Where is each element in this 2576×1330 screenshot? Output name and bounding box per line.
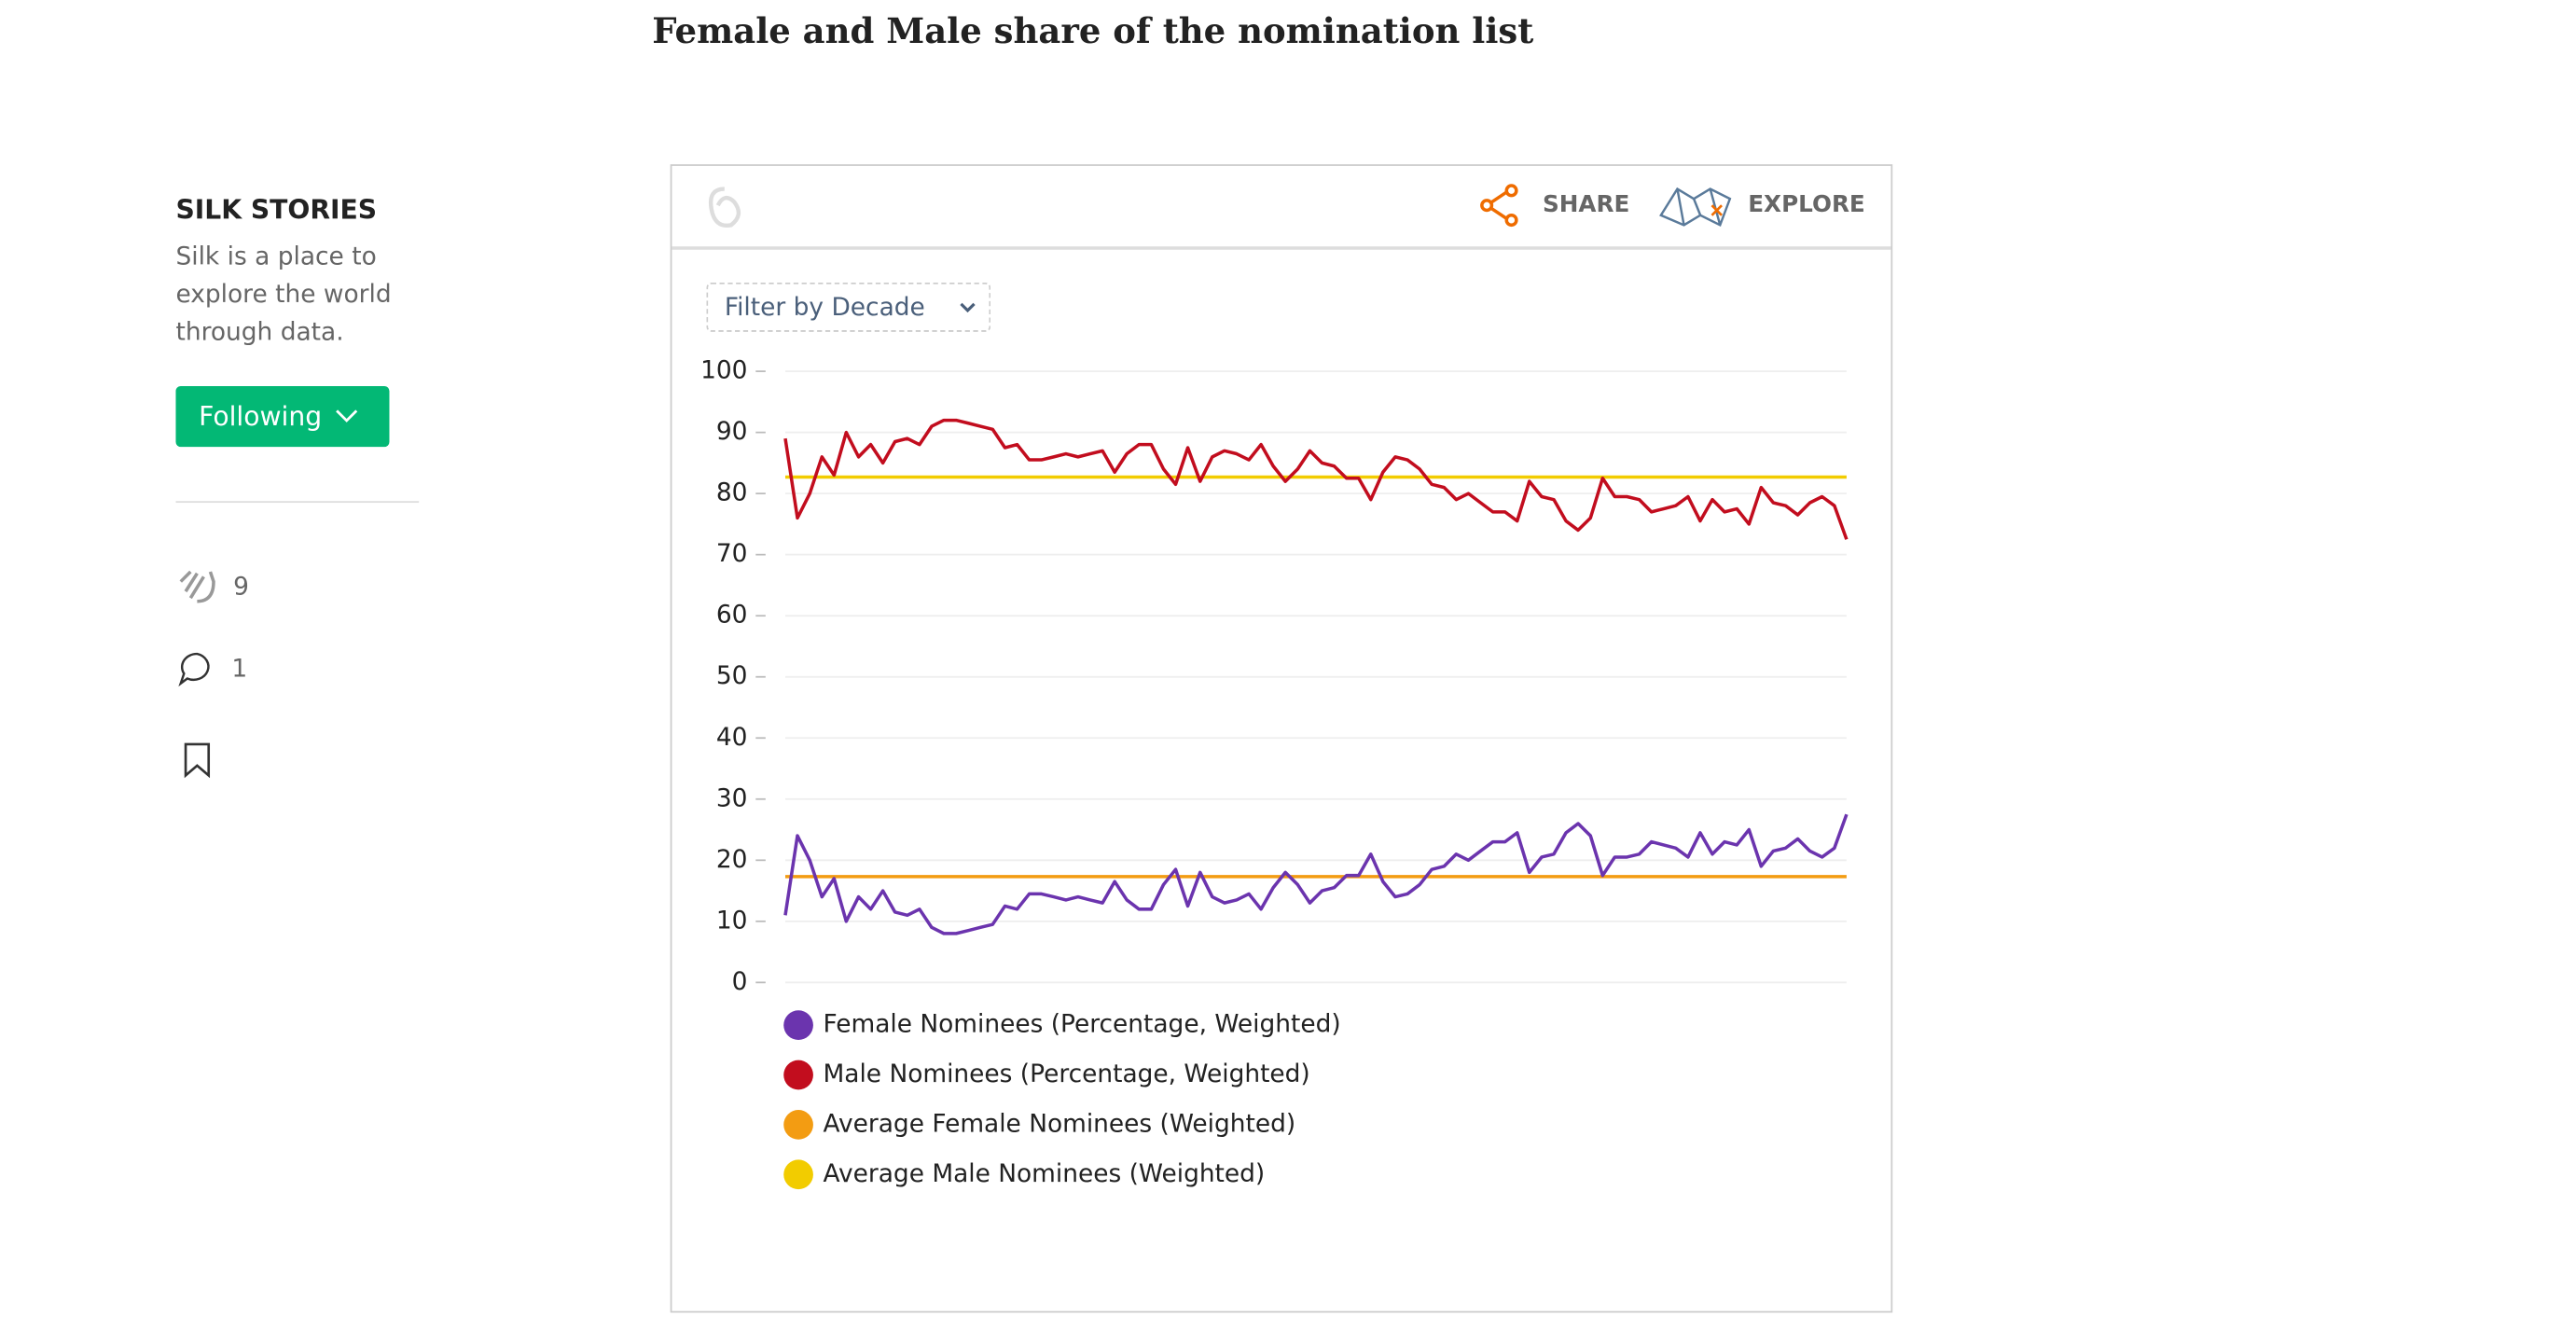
legend-swatch — [783, 1060, 813, 1090]
chevron — [336, 409, 358, 423]
share-icon[interactable] — [1477, 183, 1523, 229]
chevron — [960, 302, 976, 313]
legend-label: Average Female Nominees (Weighted) — [824, 1109, 1296, 1138]
silk-logo — [708, 187, 741, 229]
y-tick-label: 80 — [716, 478, 748, 507]
widget-header: SHARE EXPLORE — [672, 166, 1891, 250]
y-tick-label: 90 — [716, 417, 748, 446]
y-tick-label: 20 — [716, 845, 748, 874]
description-line: Silk is a place to — [175, 241, 377, 271]
description-line: explore the world — [175, 279, 392, 310]
bookmark-icon[interactable] — [183, 741, 215, 780]
y-tick-label: 0 — [732, 967, 748, 996]
clap-icon[interactable] — [174, 559, 224, 608]
legend-swatch — [783, 1010, 813, 1041]
legend-label: Average Male Nominees (Weighted) — [824, 1159, 1266, 1188]
clap-count: 9 — [233, 571, 249, 602]
series-line — [783, 418, 1849, 540]
publication-name[interactable]: SILK STORIES — [175, 193, 378, 226]
legend-swatch — [783, 1159, 813, 1190]
chart-widget: SHARE EXPLORE Filter by Decade — [670, 164, 1893, 1313]
y-tick-label: 60 — [716, 601, 748, 630]
description-line: through data. — [175, 316, 344, 347]
y-tick-label: 70 — [716, 539, 748, 568]
filter-label: Filter by Decade — [724, 292, 925, 323]
legend-swatch — [783, 1110, 813, 1140]
following-button[interactable]: Following — [175, 385, 390, 448]
explore-link[interactable]: EXPLORE — [1748, 192, 1865, 219]
y-tick-label: 50 — [716, 661, 748, 690]
explore-icon[interactable] — [1657, 183, 1733, 229]
series-line — [783, 813, 1849, 935]
y-tick-label: 30 — [716, 783, 748, 812]
publication-description: Silk is a place to explore the world thr… — [175, 238, 391, 352]
divider — [175, 501, 420, 504]
response-icon[interactable] — [177, 651, 220, 690]
y-tick-label: 100 — [700, 356, 747, 385]
button-label: Following — [199, 400, 323, 433]
legend-label: Female Nominees (Percentage, Weighted) — [824, 1010, 1341, 1039]
y-tick-label: 40 — [716, 723, 748, 752]
decade-filter[interactable]: Filter by Decade — [706, 282, 991, 332]
share-link[interactable]: SHARE — [1543, 192, 1630, 219]
y-tick-label: 10 — [716, 906, 748, 935]
legend-label: Male Nominees (Percentage, Weighted) — [824, 1060, 1310, 1088]
article-title: Female and Male share of the nomination … — [652, 9, 1534, 51]
response-count: 1 — [231, 654, 248, 684]
